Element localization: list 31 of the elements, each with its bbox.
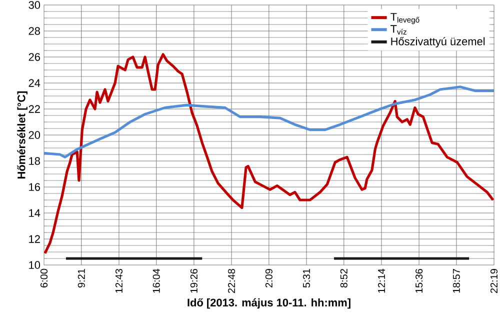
legend-label: T$_{levegő}$ xyxy=(390,13,420,24)
x-tick-label: 12:14 xyxy=(378,268,385,293)
legend-label: T$_{víz}$ xyxy=(390,25,406,35)
y-tick-label: 30 xyxy=(28,1,40,9)
x-tick-label: 22:48 xyxy=(228,268,236,293)
x-axis-title: Idő [2013. május 10-11. hh:mm] xyxy=(188,298,350,309)
x-tick-label: 18:57 xyxy=(452,269,460,293)
y-tick-label: 14 xyxy=(29,209,40,217)
y-tick-label: 24 xyxy=(28,79,40,87)
x-tick-label: 9:21 xyxy=(78,269,85,288)
legend-label: Hőszivattyú üzemel xyxy=(391,37,485,48)
x-tick-label: 16:04 xyxy=(152,268,160,293)
x-tick-label: 19:26 xyxy=(190,268,198,293)
y-axis-title: Hőmérséklet [°C] xyxy=(17,91,28,178)
line-series xyxy=(44,86,494,158)
x-tick-label: 5:31 xyxy=(302,269,310,288)
y-tick-label: 26 xyxy=(28,53,40,61)
y-tick-label: 22 xyxy=(28,105,40,113)
x-tick-label: 15:36 xyxy=(416,268,423,293)
y-tick-label: 16 xyxy=(29,183,40,191)
x-tick-label: 22:19 xyxy=(490,268,498,293)
x-tick-label: 6:00 xyxy=(40,268,48,288)
x-tick-label: 2:09 xyxy=(265,268,272,288)
y-tick-label: 10 xyxy=(29,261,40,269)
y-tick-label: 28 xyxy=(28,27,40,35)
line-series xyxy=(44,53,494,255)
x-tick-label: 8:52 xyxy=(340,269,348,288)
y-tick-label: 20 xyxy=(28,131,40,139)
y-tick-label: 18 xyxy=(29,157,40,165)
y-tick-label: 12 xyxy=(29,235,40,243)
x-tick-label: 12:43 xyxy=(115,268,122,293)
